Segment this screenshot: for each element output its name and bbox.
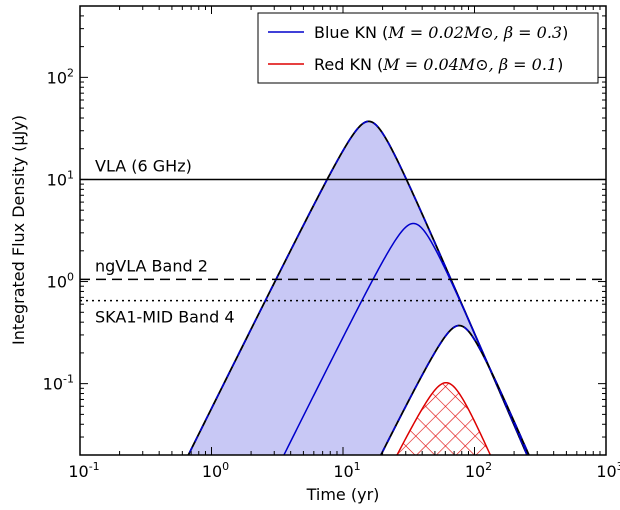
x-axis-label: Time (yr) [306, 485, 380, 504]
y-axis-label: Integrated Flux Density (μJy) [9, 115, 28, 345]
legend-entry-red-kn: Red KN (M = 0.04M⊙, β = 0.1) [314, 55, 563, 74]
x-tick-label-3: 102 [465, 460, 492, 481]
x-tick-label-2: 101 [333, 460, 360, 481]
reference-label-1: ngVLA Band 2 [95, 256, 208, 275]
axis-ticks: 10-1 100 101 102 103 10-1 100 101 102 [43, 6, 620, 481]
legend-suffix-blue-kn: ) [562, 23, 568, 42]
y-tick-label-2: 101 [47, 168, 74, 189]
red-kn-hatch [397, 382, 491, 455]
blue-kn-edge-black-2 [379, 324, 530, 455]
x-tick-label-1: 100 [202, 460, 229, 481]
x-tick-label-0: 10-1 [68, 460, 99, 481]
y-tick-label-0: 10-1 [43, 373, 74, 394]
legend-prefix-red-kn: Red KN ( [314, 55, 383, 74]
legend-entry-blue-kn: Blue KN (M = 0.02M⊙, β = 0.3) [314, 23, 568, 42]
legend-prefix-blue-kn: Blue KN ( [314, 23, 388, 42]
reference-lines: VLA (6 GHz) ngVLA Band 2 SKA1-MID Band 4 [80, 156, 606, 327]
blue-kn-fill-region [188, 121, 529, 455]
reference-label-0: VLA (6 GHz) [95, 156, 192, 175]
legend-math-blue-kn: M = 0.02M⊙, β = 0.3 [387, 23, 562, 42]
legend-box [257, 12, 599, 84]
blue-kn-curve-0 [187, 120, 528, 455]
x-tick-label-4: 103 [596, 460, 620, 481]
y-tick-label-3: 102 [47, 66, 74, 87]
curve-layer [187, 120, 530, 455]
legend-suffix-red-kn: ) [557, 55, 563, 74]
blue-kn-curve-1 [283, 222, 529, 455]
y-tick-label-1: 100 [47, 271, 74, 292]
legend-math-red-kn: M = 0.04M⊙, β = 0.1 [382, 55, 557, 74]
blue-kn-band [188, 121, 529, 455]
legend: Blue KN (M = 0.02M⊙, β = 0.3) Red KN (M … [257, 12, 599, 84]
reference-label-2: SKA1-MID Band 4 [95, 308, 235, 327]
